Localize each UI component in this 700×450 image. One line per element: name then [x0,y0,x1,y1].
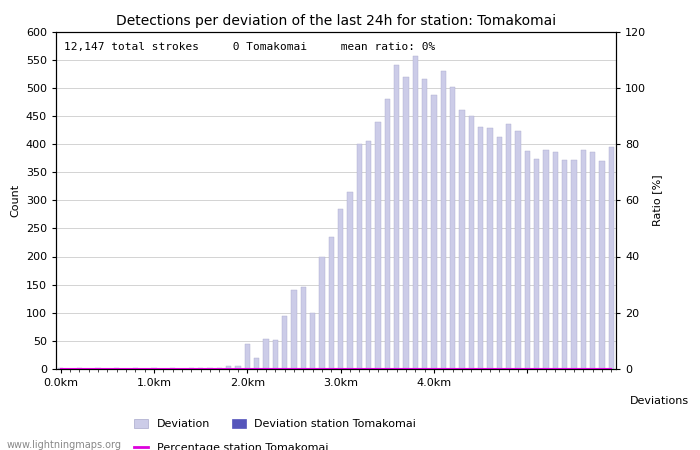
Bar [384,99,390,369]
Bar [412,56,418,369]
Bar [571,160,577,369]
Bar [347,192,353,369]
Bar [506,124,512,369]
Bar [487,128,493,369]
Bar [440,71,446,369]
Bar [422,79,428,369]
Bar [524,151,530,369]
Bar [244,344,250,369]
Bar [282,315,288,369]
Bar [459,110,465,369]
Bar [338,209,344,369]
Bar [356,144,362,369]
Bar [515,130,521,369]
Bar [375,122,381,369]
Bar [608,147,614,369]
Bar [478,127,484,369]
Bar [263,339,269,369]
Bar [319,256,325,369]
Bar [431,95,437,369]
Legend: Percentage station Tomakomai: Percentage station Tomakomai [134,443,328,450]
Bar [562,160,568,369]
Bar [403,76,409,369]
Bar [291,290,297,369]
Text: Deviations: Deviations [630,396,689,406]
Bar [496,137,502,369]
Bar [590,153,596,369]
Bar [580,149,586,369]
Bar [366,141,372,369]
Text: 12,147 total strokes     0 Tomakomai     mean ratio: 0%: 12,147 total strokes 0 Tomakomai mean ra… [64,42,435,52]
Bar [450,86,456,369]
Title: Detections per deviation of the last 24h for station: Tomakomai: Detections per deviation of the last 24h… [116,14,556,27]
Bar [310,313,316,369]
Bar [394,65,400,369]
Bar [235,366,241,369]
Bar [272,340,278,369]
Bar [534,159,540,369]
Bar [226,366,232,369]
Y-axis label: Count: Count [10,184,20,217]
Bar [207,368,213,369]
Y-axis label: Ratio [%]: Ratio [%] [652,175,662,226]
Bar [599,162,605,369]
Bar [328,237,334,369]
Text: www.lightningmaps.org: www.lightningmaps.org [7,440,122,450]
Bar [543,149,549,369]
Bar [552,152,558,369]
Bar [254,358,260,369]
Bar [468,116,474,369]
Bar [300,288,306,369]
